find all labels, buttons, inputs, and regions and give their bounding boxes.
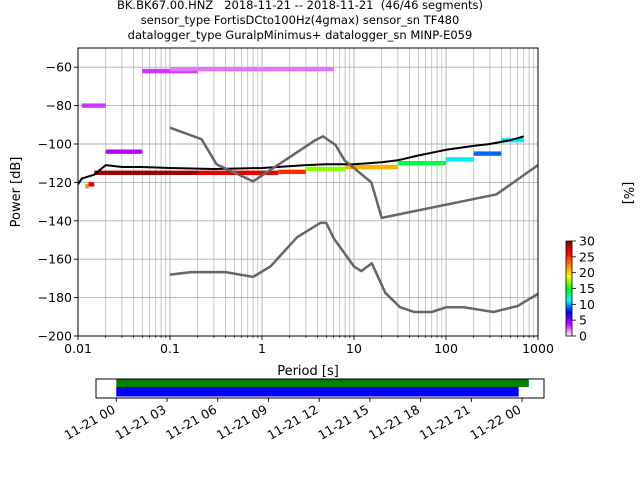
density-band <box>397 161 446 166</box>
y-tick-label: −60 <box>46 60 72 75</box>
density-band <box>473 151 502 156</box>
psd-plot: 0.01 0.1 1 10 100 1000 −200 −180 −160 −140 −120 −1… <box>9 47 554 379</box>
x-tick-label: 0.1 <box>160 341 180 356</box>
y-tick-label: −200 <box>38 329 72 344</box>
timeline-tick-label: 11-21 21 <box>417 402 473 443</box>
title-line-2: sensor_type FortisDCto100Hz(4gmax) senso… <box>140 13 460 27</box>
probability-density <box>81 66 524 189</box>
density-band <box>446 157 474 162</box>
y-tick-label: −160 <box>38 252 72 267</box>
title-line-3: datalogger_type GuralpMinimus+ datalogge… <box>127 28 473 42</box>
y-tick-label: −120 <box>38 175 72 190</box>
new-low-noise-model-line <box>169 221 538 314</box>
colorbar-tick-label: 5 <box>579 313 587 328</box>
colorbar-tick-label: 0 <box>579 329 587 344</box>
timeline-tick-label: 11-21 06 <box>163 402 219 443</box>
density-band <box>170 66 334 72</box>
x-axis-label: Period [s] <box>277 364 339 379</box>
x-tick-label: 10 <box>346 341 362 356</box>
timeline-segment-used <box>116 387 519 397</box>
title-line-1: BK.BK67.00.HNZ 2018-11-21 -- 2018-11-21 … <box>117 0 483 12</box>
timeline-tick-label: 11-21 03 <box>112 402 168 443</box>
plot-background <box>78 48 538 336</box>
density-band <box>94 170 198 175</box>
y-tick-label: −100 <box>38 137 72 152</box>
density-band <box>81 103 106 108</box>
y-axis: −200 −180 −160 −140 −120 −100 −80 −60 <box>38 60 78 344</box>
series-lines <box>78 126 538 314</box>
timeline-tick-label: 11-22 00 <box>467 402 523 443</box>
mean-line <box>78 135 524 185</box>
density-band <box>345 164 398 170</box>
timeline-tick-label: 11-21 09 <box>214 402 270 443</box>
timeline-segment-data <box>116 379 529 387</box>
x-tick-label: 0.01 <box>64 341 92 356</box>
plot-frame <box>77 47 539 337</box>
colorbar-tick-label: 10 <box>579 297 595 312</box>
colorbar-tick-label: 25 <box>579 249 595 264</box>
y-tick-label: −180 <box>38 290 72 305</box>
density-band <box>278 169 306 175</box>
density-band <box>85 184 89 189</box>
x-tick-label: 1000 <box>522 341 554 356</box>
colorbar-label: [%] <box>620 182 635 205</box>
x-tick-label: 1 <box>258 341 266 356</box>
timeline-tick-label: 11-21 00 <box>62 402 118 443</box>
density-band <box>305 166 346 172</box>
density-band <box>88 182 95 187</box>
x-tick-label: 100 <box>434 341 458 356</box>
x-axis: 0.01 0.1 1 10 100 1000 <box>64 336 554 356</box>
colorbar-tick-label: 15 <box>579 281 595 296</box>
timeline-tick-label: 11-21 12 <box>264 402 320 443</box>
timeline-tick-label: 11-21 18 <box>366 402 422 443</box>
y-tick-label: −80 <box>46 98 72 113</box>
y-axis-label: Power [dB] <box>9 157 24 228</box>
timeline-bars <box>116 379 529 397</box>
colorbar-tick-label: 30 <box>579 234 595 249</box>
density-band <box>197 170 279 175</box>
timeline-tick-label: 11-21 15 <box>315 402 371 443</box>
colorbar-tick-label: 20 <box>579 265 595 280</box>
y-tick-label: −140 <box>38 213 72 228</box>
colorbar-gradient <box>565 240 573 337</box>
density-band <box>105 149 143 154</box>
new-high-noise-model-line <box>169 126 538 220</box>
